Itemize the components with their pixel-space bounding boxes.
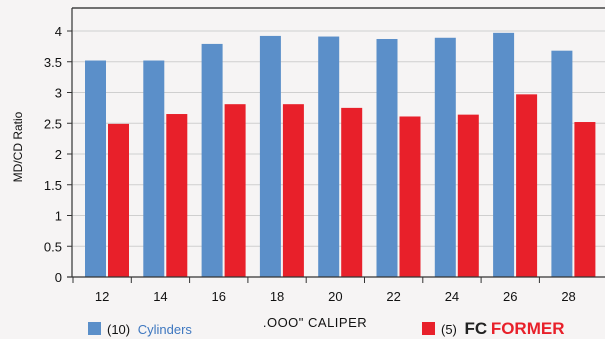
bar-fcformer-26 [516,94,538,277]
legend-prefix-cylinders: (10) [107,322,130,337]
y-tick-label: 1 [55,209,62,224]
bar-cylinders-20 [318,36,340,277]
bar-cylinders-12 [85,60,106,277]
x-axis-label: .OOO" CALIPER [263,315,367,330]
y-axis-label: MD/CD Ratio [11,111,25,182]
bar-fcformer-24 [457,114,479,277]
bar-cylinders-28 [551,50,573,278]
y-tick-label: 2 [55,147,62,162]
legend-label-cylinders: Cylinders [138,322,193,337]
bar-fcformer-14 [166,114,188,278]
y-tick-labels: 0 0.5 1 1.5 2 2.5 3 3.5 4 [44,24,62,285]
y-tick-label: 3.5 [44,55,62,70]
bar-fcformer-16 [224,104,246,277]
axes [67,8,605,283]
y-tick-label: 1.5 [44,178,62,193]
bar-fcformer-28 [574,122,596,278]
x-tick-label: 28 [561,289,575,304]
y-tick-label: 2.5 [44,116,62,131]
bar-fcformer-18 [282,104,304,277]
bar-cylinders-26 [493,32,515,277]
legend-swatch-fcformer [422,322,435,335]
bar-cylinders-16 [201,43,223,277]
bar-cylinders-18 [259,35,281,277]
legend-swatch-cylinders [88,322,101,335]
x-tick-label: 24 [445,289,459,304]
bar-fcformer-22 [399,116,421,277]
legend-item-fcformer: (5) FC FORMER [422,319,564,338]
bar-fcformer-12 [108,123,129,278]
legend-item-cylinders: (10) Cylinders [88,322,192,337]
y-tick-label: 4 [55,24,62,39]
x-tick-label: 12 [95,289,109,304]
bar-cylinders-24 [434,37,456,277]
svg-text:(5) FC FORMER: (5) FC FORMER [441,319,564,338]
legend-brand-former: FORMER [491,319,565,338]
bar-cylinders-14 [143,60,165,277]
svg-text:(10) Cylinders: (10) Cylinders [107,322,192,337]
x-tick-label: 20 [328,289,342,304]
y-tick-label: 0.5 [44,239,62,254]
x-tick-label: 18 [270,289,284,304]
y-tick-label: 3 [55,86,62,101]
legend-brand-fc: FC [465,319,488,338]
x-tick-label: 22 [386,289,400,304]
x-tick-labels: 12 14 16 18 20 22 24 26 28 [95,289,576,304]
x-tick-label: 16 [212,289,226,304]
x-tick-label: 14 [153,289,167,304]
legend-prefix-fcformer: (5) [441,322,457,337]
bar-cylinders-22 [376,38,398,278]
bars [85,32,596,278]
bar-fcformer-20 [341,107,363,277]
y-tick-label: 0 [55,270,62,285]
x-tick-label: 26 [503,289,517,304]
